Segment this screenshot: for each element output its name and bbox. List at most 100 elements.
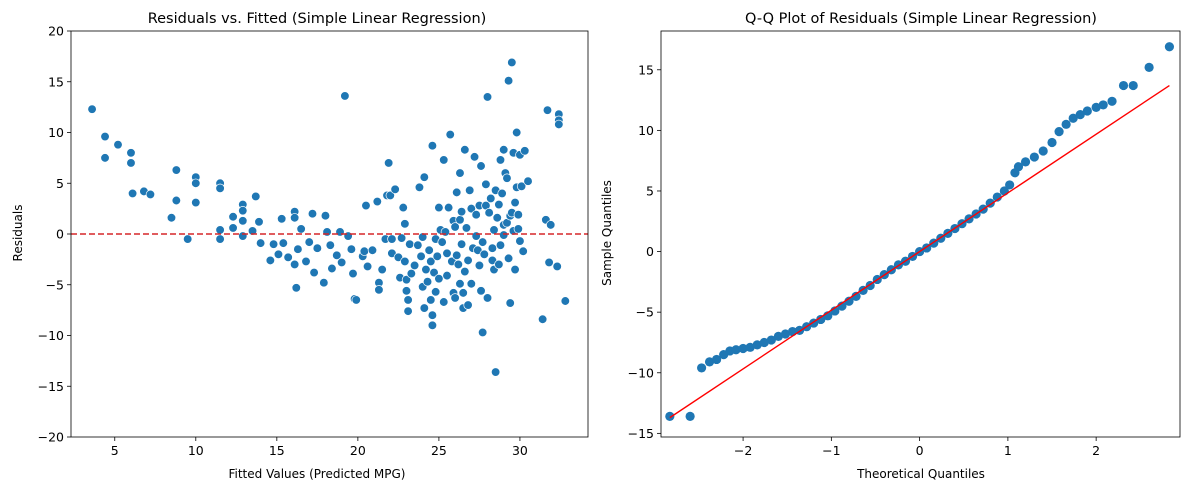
residuals-data-point [301, 256, 311, 267]
residuals-data-point [337, 257, 347, 268]
residuals-data-point [361, 200, 371, 211]
residuals-data-point [463, 255, 473, 266]
residuals-data-point [291, 283, 301, 293]
qq-data-point [1144, 62, 1154, 72]
residuals-data-point [474, 260, 485, 271]
residuals-data-point [277, 214, 287, 224]
residuals-data-point [560, 296, 570, 306]
residuals-y-tick-label: 15 [48, 74, 64, 89]
qq-y-tick-label: −10 [628, 365, 654, 380]
residuals-data-point [100, 131, 110, 142]
qq-data-point [837, 301, 847, 311]
residuals-data-point [471, 210, 481, 220]
qq-data-point [1054, 126, 1064, 137]
residuals-data-point [268, 239, 279, 249]
residuals-y-tick-label: 0 [56, 227, 64, 242]
residuals-data-point [418, 232, 428, 242]
residuals-data-point [513, 210, 523, 220]
qq-data-point [1128, 80, 1138, 91]
residuals-data-point [499, 230, 509, 240]
qq-y-axis-label: Sample Quantiles [600, 180, 614, 286]
residuals-data-point [359, 246, 369, 256]
residuals-x-tick-label: 5 [111, 443, 119, 458]
qq-x-tick-label: −1 [822, 443, 840, 458]
residuals-data-point [443, 202, 454, 213]
residuals-data-point [374, 285, 384, 295]
residuals-data-point [426, 295, 436, 305]
residuals-data-point [453, 259, 463, 270]
qq-data-point [1164, 42, 1175, 52]
qq-data-point [766, 335, 776, 345]
residuals-data-point [401, 286, 412, 296]
residuals-data-point [523, 176, 533, 186]
residuals-data-point [309, 267, 319, 278]
residuals-x-tick-label: 15 [269, 443, 285, 458]
residuals-data-point [537, 314, 548, 324]
residuals-data-point [400, 219, 410, 229]
qq-x-axis-label: Theoretical Quantiles [856, 467, 985, 481]
residuals-data-point [442, 270, 452, 281]
qq-data-point [1047, 137, 1057, 148]
qq-y-tick-label: 5 [646, 183, 654, 198]
residuals-y-tick-label: −5 [46, 277, 64, 292]
residuals-data-point [414, 182, 425, 192]
residuals-x-axis-label: Fitted Values (Predicted MPG) [228, 467, 405, 481]
residuals-data-point [254, 217, 264, 227]
residuals-data-point [335, 227, 345, 237]
residuals-data-point [403, 306, 413, 316]
residuals-data-point [429, 267, 439, 278]
residuals-data-point [400, 256, 410, 267]
residuals-data-point [191, 178, 201, 188]
residuals-data-point [487, 243, 498, 253]
residuals-data-point [434, 202, 444, 213]
residuals-data-point [362, 261, 373, 272]
residuals-data-point [466, 203, 476, 214]
residuals-data-point [520, 146, 530, 156]
qq-data-point [1061, 119, 1071, 129]
qq-y-tick-label: −15 [628, 426, 654, 441]
residuals-plot-area: 5 10 15 20 25 30 −20 −15 −10 −5 0 5 10 15 20 [38, 24, 589, 458]
residuals-data-point [482, 293, 493, 303]
residuals-x-tick-label: 20 [350, 443, 366, 458]
residuals-data-point [171, 195, 181, 206]
qq-axes-frame [660, 30, 1181, 438]
residuals-data-point [424, 245, 434, 255]
residuals-data-point [513, 224, 523, 234]
residuals-data-point [544, 257, 554, 268]
qq-x-tick-label: −2 [734, 443, 752, 458]
residuals-data-point [307, 209, 318, 219]
qq-data-point [1029, 152, 1039, 162]
residuals-data-point [434, 274, 444, 284]
residuals-data-point [495, 240, 506, 250]
residuals-data-point [478, 237, 488, 247]
qq-data-point [780, 329, 791, 339]
residuals-x-tick-label: 30 [512, 443, 528, 458]
residuals-data-point [191, 197, 201, 208]
residuals-data-point [405, 239, 415, 249]
residuals-data-point [439, 297, 449, 307]
residuals-data-point [398, 202, 408, 213]
residuals-data-point [377, 264, 387, 275]
qq-data-point [1013, 162, 1024, 172]
residuals-data-point [283, 252, 293, 263]
residuals-data-point [492, 213, 502, 223]
residuals-data-point [516, 181, 527, 191]
residuals-data-point [476, 286, 486, 296]
residuals-data-point [495, 155, 506, 165]
residuals-data-point [505, 298, 515, 308]
residuals-data-point [460, 145, 470, 155]
residuals-data-point [215, 225, 225, 235]
residuals-data-point [427, 320, 438, 331]
qq-data-point [851, 291, 861, 302]
residuals-data-point [166, 213, 177, 223]
residuals-y-axis-label: Residuals [11, 205, 25, 262]
qq-x-tick-label: 0 [916, 443, 924, 458]
residuals-data-point [238, 206, 248, 216]
residuals-plot-title: Residuals vs. Fitted (Simple Linear Regr… [148, 11, 487, 27]
residuals-data-point [372, 196, 382, 207]
qq-plot-panel: Q-Q Plot of Residuals (Simple Linear Reg… [600, 11, 1181, 481]
residuals-data-point [461, 223, 472, 233]
residuals-data-point [455, 168, 465, 178]
residuals-data-point [255, 238, 266, 248]
